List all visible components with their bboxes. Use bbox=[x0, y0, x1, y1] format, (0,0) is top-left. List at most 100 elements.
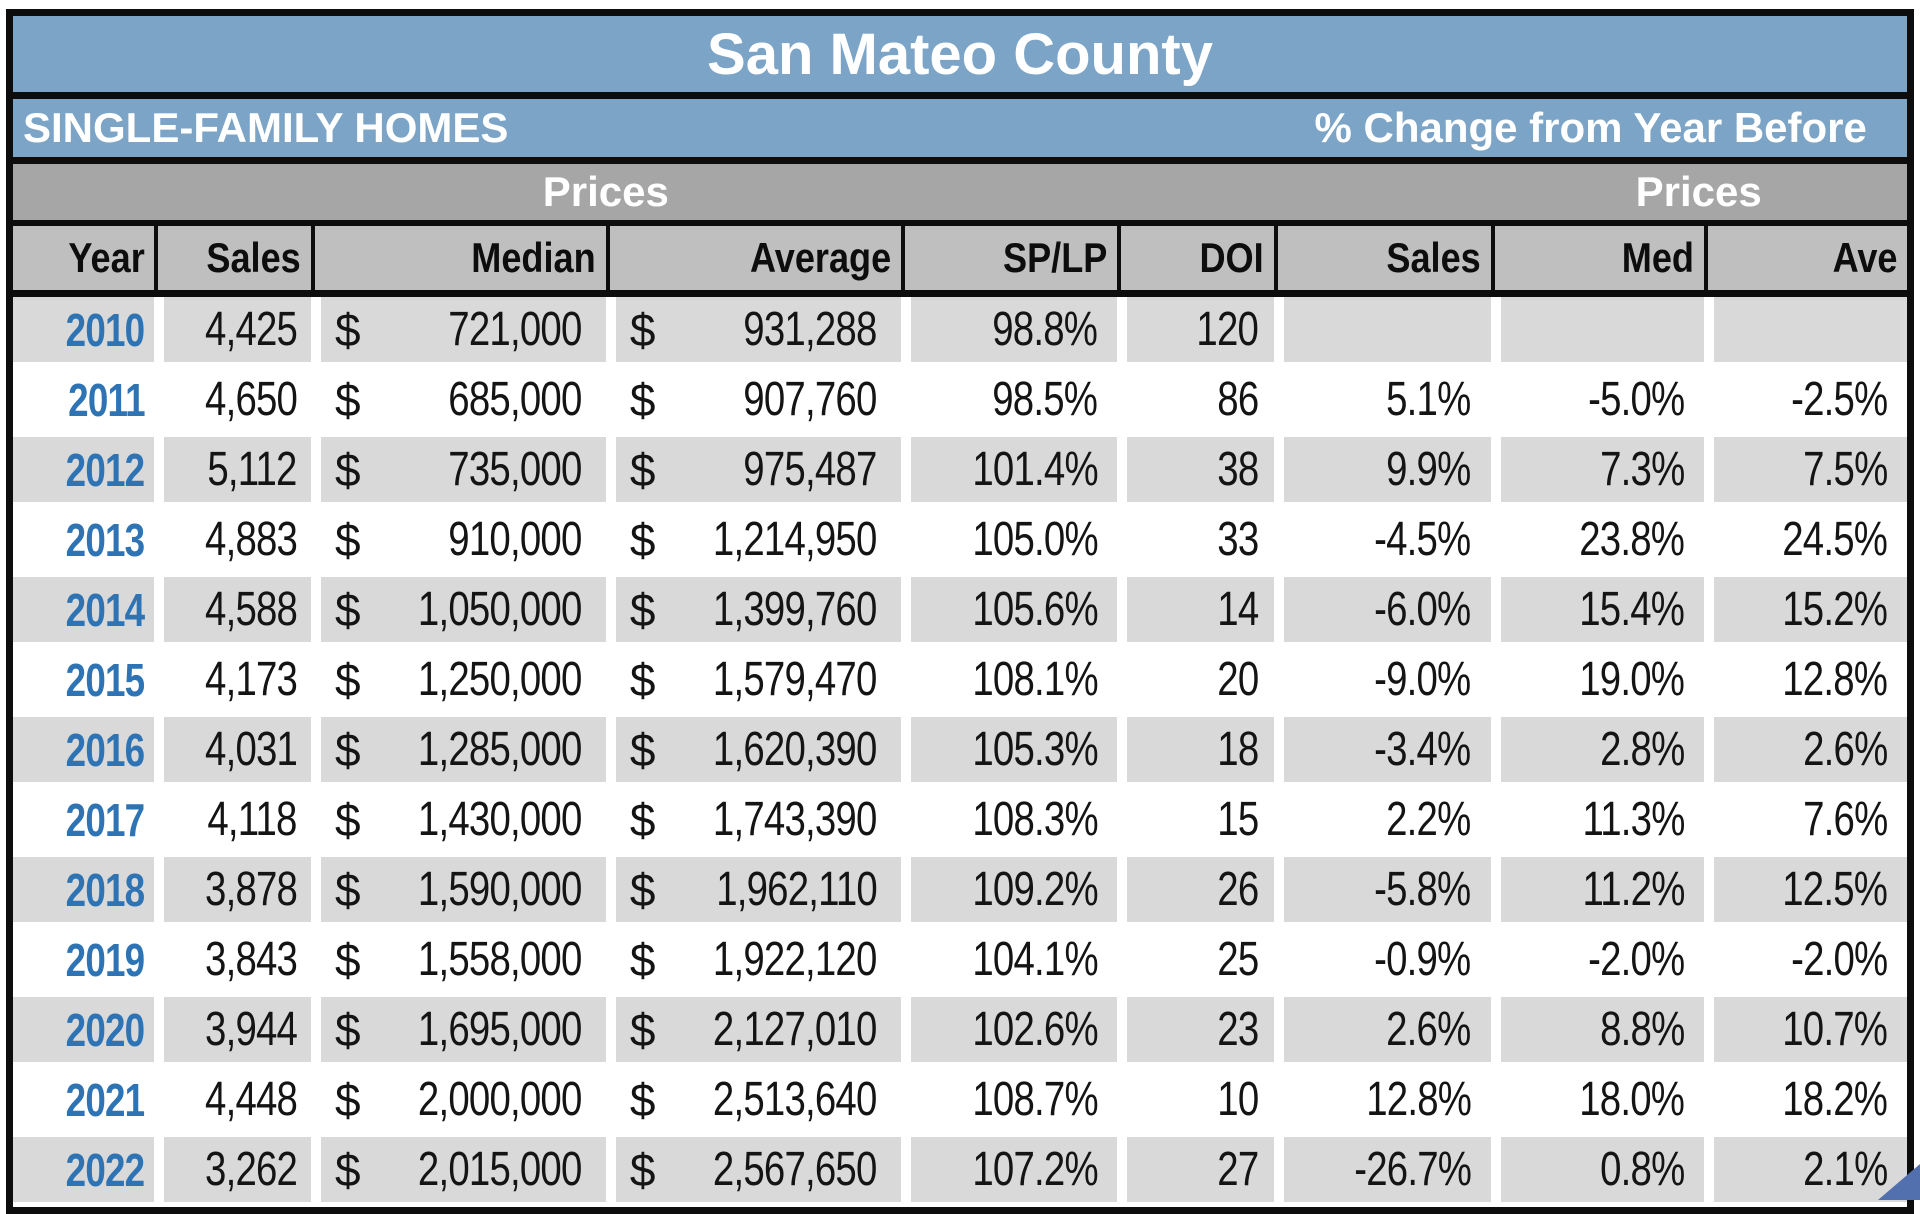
cell-doi: 15 bbox=[1117, 787, 1274, 852]
cell-chg-med: -2.0% bbox=[1490, 927, 1705, 992]
cell-sales: 3,262 bbox=[154, 1137, 311, 1202]
cell-doi: 14 bbox=[1117, 577, 1274, 642]
cell-year: 2012 bbox=[13, 437, 155, 502]
cell-doi: 120 bbox=[1117, 297, 1274, 362]
cell-chg-med: 8.8% bbox=[1490, 997, 1705, 1062]
dollar-sign: $ bbox=[629, 303, 656, 356]
cell-sales: 4,031 bbox=[154, 717, 311, 782]
cell-average: $1,743,390 bbox=[605, 787, 901, 852]
dollar-sign: $ bbox=[629, 583, 656, 636]
cell-chg-ave bbox=[1704, 297, 1907, 362]
cell-chg-sales: -4.5% bbox=[1273, 507, 1491, 572]
cell-chg-sales: -0.9% bbox=[1273, 927, 1491, 992]
page-title: San Mateo County bbox=[707, 21, 1213, 87]
cell-chg-sales: 2.6% bbox=[1273, 997, 1491, 1062]
cell-chg-med: 15.4% bbox=[1490, 577, 1705, 642]
column-header-splp: SP/LP bbox=[900, 226, 1118, 290]
cell-year: 2017 bbox=[13, 787, 155, 852]
cell-median: $735,000 bbox=[310, 437, 606, 502]
report-title-band: San Mateo County bbox=[13, 16, 1907, 99]
dollar-sign: $ bbox=[629, 1143, 656, 1196]
cell-chg-med: 2.8% bbox=[1490, 717, 1705, 782]
dollar-sign: $ bbox=[629, 793, 656, 846]
cell-year: 2011 bbox=[13, 367, 155, 432]
cell-splp: 109.2% bbox=[900, 857, 1118, 922]
table-row: 2017 4,118 $1,430,000 $1,743,390 108.3% … bbox=[13, 787, 1907, 852]
column-header-chg-med: Med bbox=[1490, 226, 1705, 290]
cell-chg-med: 18.0% bbox=[1490, 1067, 1705, 1132]
cell-average: $975,487 bbox=[605, 437, 901, 502]
dollar-sign: $ bbox=[334, 653, 361, 706]
cell-chg-med: 11.3% bbox=[1490, 787, 1705, 852]
cell-doi: 23 bbox=[1117, 997, 1274, 1062]
prices-group-label-left: Prices bbox=[542, 168, 669, 215]
cell-median: $1,285,000 bbox=[310, 717, 606, 782]
cell-splp: 98.5% bbox=[900, 367, 1118, 432]
dollar-sign: $ bbox=[334, 373, 361, 426]
pct-change-section-label: % Change from Year Before bbox=[1314, 104, 1867, 151]
cell-sales: 4,448 bbox=[154, 1067, 311, 1132]
cell-chg-ave: 15.2% bbox=[1704, 577, 1907, 642]
cell-average: $2,513,640 bbox=[605, 1067, 901, 1132]
table-row: 2014 4,588 $1,050,000 $1,399,760 105.6% … bbox=[13, 577, 1907, 642]
cell-sales: 4,883 bbox=[154, 507, 311, 572]
column-header-chg-sales: Sales bbox=[1273, 226, 1491, 290]
cell-chg-sales: 2.2% bbox=[1273, 787, 1491, 852]
cell-chg-med: -5.0% bbox=[1490, 367, 1705, 432]
cell-chg-sales: -9.0% bbox=[1273, 647, 1491, 712]
cell-chg-med: 19.0% bbox=[1490, 647, 1705, 712]
table-row: 2011 4,650 $685,000 $907,760 98.5% 86 5.… bbox=[13, 367, 1907, 432]
homes-report-table: San Mateo County SINGLE-FAMILY HOMES % C… bbox=[6, 9, 1914, 1214]
cell-year: 2020 bbox=[13, 997, 155, 1062]
cell-year: 2021 bbox=[13, 1067, 155, 1132]
column-header-row: Year Sales Median Average SP/LP DOI Sale… bbox=[13, 226, 1907, 297]
cell-sales: 4,118 bbox=[154, 787, 311, 852]
column-header-median: Median bbox=[310, 226, 606, 290]
cell-median: $2,015,000 bbox=[310, 1137, 606, 1202]
table-body: 2010 4,425 $721,000 $931,288 98.8% 120 2… bbox=[13, 297, 1907, 1202]
cell-chg-sales: 9.9% bbox=[1273, 437, 1491, 502]
dollar-sign: $ bbox=[629, 513, 656, 566]
cell-chg-med: 0.8% bbox=[1490, 1137, 1705, 1202]
cell-chg-med bbox=[1490, 297, 1705, 362]
cell-doi: 26 bbox=[1117, 857, 1274, 922]
cell-year: 2022 bbox=[13, 1137, 155, 1202]
cell-median: $1,695,000 bbox=[310, 997, 606, 1062]
column-header-chg-ave: Ave bbox=[1704, 226, 1907, 290]
cell-splp: 101.4% bbox=[900, 437, 1118, 502]
table-row: 2013 4,883 $910,000 $1,214,950 105.0% 33… bbox=[13, 507, 1907, 572]
cell-splp: 102.6% bbox=[900, 997, 1118, 1062]
cell-median: $721,000 bbox=[310, 297, 606, 362]
report-subtitle-band: SINGLE-FAMILY HOMES % Change from Year B… bbox=[13, 99, 1907, 164]
cell-chg-ave: 7.5% bbox=[1704, 437, 1907, 502]
cell-year: 2014 bbox=[13, 577, 155, 642]
cell-chg-med: 23.8% bbox=[1490, 507, 1705, 572]
cell-sales: 4,173 bbox=[154, 647, 311, 712]
dollar-sign: $ bbox=[334, 443, 361, 496]
dollar-sign: $ bbox=[629, 653, 656, 706]
cell-median: $1,558,000 bbox=[310, 927, 606, 992]
cell-splp: 107.2% bbox=[900, 1137, 1118, 1202]
cell-sales: 3,878 bbox=[154, 857, 311, 922]
table-row: 2012 5,112 $735,000 $975,487 101.4% 38 9… bbox=[13, 437, 1907, 502]
cell-sales: 4,425 bbox=[154, 297, 311, 362]
cell-median: $1,430,000 bbox=[310, 787, 606, 852]
column-header-year: Year bbox=[13, 226, 155, 290]
cell-average: $1,962,110 bbox=[605, 857, 901, 922]
cell-chg-sales: -6.0% bbox=[1273, 577, 1491, 642]
cell-average: $931,288 bbox=[605, 297, 901, 362]
column-header-average: Average bbox=[605, 226, 901, 290]
cell-splp: 98.8% bbox=[900, 297, 1118, 362]
table-row: 2016 4,031 $1,285,000 $1,620,390 105.3% … bbox=[13, 717, 1907, 782]
cell-chg-med: 11.2% bbox=[1490, 857, 1705, 922]
cell-average: $2,567,650 bbox=[605, 1137, 901, 1202]
cell-splp: 108.7% bbox=[900, 1067, 1118, 1132]
cell-chg-sales bbox=[1273, 297, 1491, 362]
cell-doi: 25 bbox=[1117, 927, 1274, 992]
cell-sales: 3,843 bbox=[154, 927, 311, 992]
cell-doi: 38 bbox=[1117, 437, 1274, 502]
cell-median: $1,590,000 bbox=[310, 857, 606, 922]
cell-median: $1,250,000 bbox=[310, 647, 606, 712]
cell-doi: 18 bbox=[1117, 717, 1274, 782]
dollar-sign: $ bbox=[334, 1143, 361, 1196]
